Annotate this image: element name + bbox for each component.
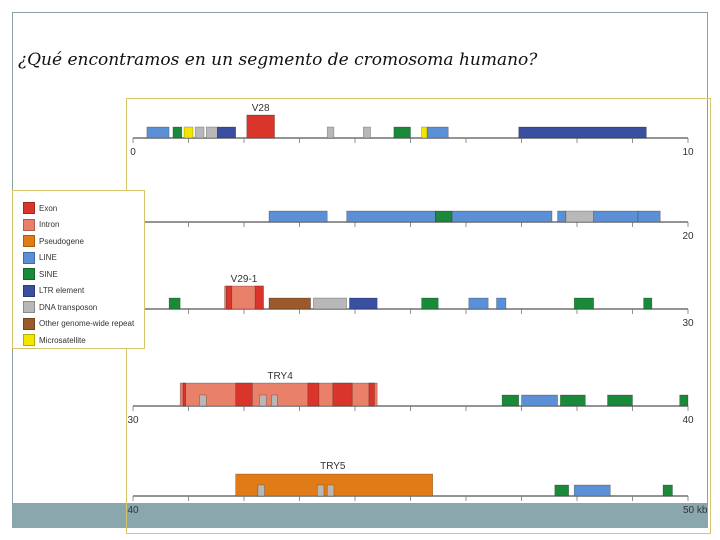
legend-label: Other genome-wide repeat xyxy=(39,319,135,329)
feature-dna-transposon xyxy=(565,210,594,223)
feature-pseudogene xyxy=(235,473,433,497)
legend-swatch xyxy=(23,202,35,215)
legend-label: DNA transposon xyxy=(39,302,98,312)
legend-label: Pseudogene xyxy=(39,236,84,246)
legend-item-dna-transposon: DNA transposon xyxy=(23,299,144,316)
legend-label: Intron xyxy=(39,220,60,230)
feature-line xyxy=(468,297,489,310)
feature-sine xyxy=(554,484,569,497)
feature-line xyxy=(268,210,328,223)
feature-microsatellite xyxy=(183,126,194,139)
feature-exon xyxy=(254,285,264,310)
feature-sine xyxy=(435,210,453,223)
feature-line xyxy=(593,210,639,223)
axis-start-label: 30 xyxy=(127,415,139,426)
legend-label: SINE xyxy=(39,269,58,279)
axis-start-label: 0 xyxy=(130,147,136,158)
feature-dna-transposon xyxy=(271,394,278,407)
legend-swatch xyxy=(23,268,35,281)
axis-end-label: 30 xyxy=(682,318,694,329)
feature-ltr xyxy=(217,126,236,139)
legend-swatch xyxy=(23,301,35,314)
legend-item-sine: SINE xyxy=(23,266,144,283)
axis-start-label: 40 xyxy=(127,505,139,516)
feature-dna-transposon xyxy=(313,297,347,310)
legend-swatch xyxy=(23,235,35,248)
legend: Exon Intron Pseudogene LINE SINE LTR element D… xyxy=(12,190,145,349)
feature-dna-transposon xyxy=(326,484,335,497)
feature-exon xyxy=(246,114,275,139)
feature-line xyxy=(573,484,611,497)
feature-dna-transposon xyxy=(316,484,325,497)
feature-line xyxy=(521,394,558,407)
feature-line xyxy=(557,210,567,223)
legend-item-exon: Exon xyxy=(23,200,144,217)
page-title: ¿Qué encontramos en un segmento de cromo… xyxy=(18,50,538,70)
feature-dna-transposon xyxy=(199,394,207,407)
feature-sine xyxy=(607,394,633,407)
feature-dna-transposon xyxy=(363,126,371,139)
axis-end-label: 50 kb xyxy=(683,505,708,516)
legend-swatch xyxy=(23,218,35,231)
feature-exon xyxy=(235,382,253,407)
bottom-band xyxy=(12,503,708,528)
feature-sine xyxy=(679,394,689,407)
feature-dna-transposon xyxy=(257,484,265,497)
legend-label: Exon xyxy=(39,203,58,213)
axis-end-label: 20 xyxy=(682,231,694,242)
feature-sine xyxy=(643,297,653,310)
legend-item-microsatellite: Microsatellite xyxy=(23,332,144,349)
legend-item-intron: Intron xyxy=(23,217,144,234)
feature-exon xyxy=(368,382,375,407)
feature-line xyxy=(426,126,449,139)
feature-intron xyxy=(179,382,378,407)
legend-swatch xyxy=(23,284,35,297)
feature-exon xyxy=(225,285,233,310)
feature-line xyxy=(451,210,553,223)
feature-line xyxy=(346,210,436,223)
gene-label: TRY5 xyxy=(320,461,346,472)
feature-dna-transposon xyxy=(205,126,218,139)
feature-exon xyxy=(332,382,353,407)
feature-ltr xyxy=(518,126,647,139)
legend-swatch xyxy=(23,334,35,347)
feature-sine xyxy=(172,126,183,139)
legend-swatch xyxy=(23,251,35,264)
feature-sine xyxy=(573,297,594,310)
gene-label: TRY4 xyxy=(267,371,293,382)
legend-item-ltr: LTR element xyxy=(23,283,144,300)
legend-item-line: LINE xyxy=(23,250,144,267)
axis-end-label: 10 xyxy=(682,147,694,158)
legend-item-pseudogene: Pseudogene xyxy=(23,233,144,250)
feature-sine xyxy=(393,126,411,139)
feature-exon xyxy=(307,382,320,407)
feature-other-repeat xyxy=(268,297,311,310)
feature-line xyxy=(496,297,507,310)
legend-label: Microsatellite xyxy=(39,335,86,345)
legend-swatch xyxy=(23,317,35,330)
feature-sine xyxy=(560,394,586,407)
feature-line xyxy=(637,210,661,223)
feature-sine xyxy=(662,484,673,497)
axis-end-label: 40 xyxy=(682,415,694,426)
feature-exon xyxy=(182,382,187,407)
legend-item-other-repeat: Other genome-wide repeat xyxy=(23,316,144,333)
feature-dna-transposon xyxy=(326,126,335,139)
feature-microsatellite xyxy=(421,126,428,139)
feature-sine xyxy=(421,297,439,310)
feature-dna-transposon xyxy=(259,394,267,407)
gene-label: V29-1 xyxy=(231,274,258,285)
feature-line xyxy=(146,126,170,139)
legend-label: LTR element xyxy=(39,286,85,296)
feature-sine xyxy=(168,297,181,310)
feature-dna-transposon xyxy=(194,126,205,139)
gene-label: V28 xyxy=(252,103,270,114)
legend-label: LINE xyxy=(39,253,57,263)
feature-sine xyxy=(501,394,520,407)
feature-ltr xyxy=(349,297,378,310)
